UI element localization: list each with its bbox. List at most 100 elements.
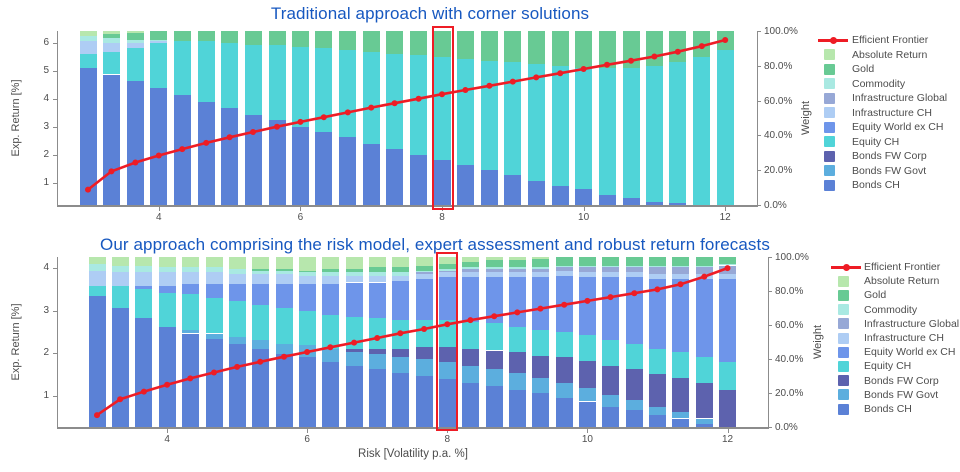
bar-segment-infrastructure_ch (695, 274, 713, 280)
bar-segment-commodity (150, 39, 168, 42)
weight-tick-mark (757, 135, 761, 137)
bar-segment-infrastructure_ch (111, 272, 129, 286)
bar-segment-gold (315, 31, 333, 49)
bar-segment-infrastructure_ch (228, 274, 246, 285)
bar-segment-bonds_ch (645, 201, 663, 205)
bar-segment-equity_world_ex_ch (625, 277, 643, 344)
y-tick-label: 4 (43, 92, 49, 104)
weight-tick-mark (768, 393, 772, 394)
bar-segment-equity_ch (602, 340, 619, 366)
bar-segment-commodity (321, 272, 339, 276)
bar-segment-bonds_ch (275, 353, 293, 427)
x-tick-mark (727, 429, 729, 433)
bar-segment-equity_ch (719, 362, 736, 390)
bar-segment-equity_ch (315, 48, 333, 132)
bar-segment-gold (197, 31, 215, 42)
bar-segment-bonds_ch (531, 393, 549, 427)
bar-segment-gold (456, 31, 474, 59)
weight-tick-mark (757, 100, 761, 102)
bar-segment-bonds_fw_govt (415, 359, 433, 376)
bar-segment-equity_ch (625, 343, 643, 370)
legend-label-absolute_return: Absolute Return (852, 48, 928, 61)
bar-segment-gold (438, 263, 456, 269)
bar-segment-equity_world_ex_ch (205, 284, 223, 298)
bar-segment-equity_ch (669, 62, 687, 204)
bar-segment-equity_ch (88, 285, 106, 297)
bar-segment-bonds_fw_corp (672, 377, 689, 412)
legend-label-bonds_fw_govt: Bonds FW Govt (852, 164, 927, 177)
bar-segment-bonds_fw_govt (205, 333, 223, 339)
bar-segment-equity_ch (321, 314, 339, 349)
bar-segment-gold (221, 31, 239, 44)
bar-segment-gold (173, 31, 191, 42)
bar-segment-equity_ch (551, 65, 569, 186)
bar-segment-gold (415, 265, 433, 271)
bar-segment-equity_world_ex_ch (695, 279, 713, 358)
bar-segment-absolute_return (88, 257, 106, 264)
bar-segment-commodity (251, 270, 269, 274)
weight-tick-label: 60.0% (764, 95, 793, 107)
bar-segment-gold (504, 31, 522, 63)
bar-segment-gold (531, 258, 549, 268)
bar-segment-bonds_ch (315, 131, 333, 205)
bar-segment-equity_ch (291, 46, 309, 127)
bar-segment-commodity (461, 267, 479, 269)
bar-segment-equity_ch (575, 67, 593, 190)
bar-segment-infrastructure_global (648, 267, 666, 274)
weight-tick-label: 40.0% (775, 354, 804, 365)
bar-segment-infrastructure_ch (205, 272, 223, 285)
bar-segment-infrastructure_ch (150, 41, 168, 44)
bar-segment-bonds_ch (268, 119, 286, 205)
legend-label-bonds_ch: Bonds CH (852, 179, 900, 191)
bar-segment-commodity (672, 265, 689, 268)
bar-segment-absolute_return (438, 257, 456, 264)
bar-segment-equity_ch (693, 57, 711, 205)
legend-label-bonds_fw_corp: Bonds FW Corp (864, 374, 939, 387)
bar-segment-equity_world_ex_ch (485, 277, 503, 324)
x-axis-line (57, 427, 769, 429)
legend-swatch-absolute_return (824, 49, 835, 60)
bar-segment-equity_ch (368, 318, 386, 349)
legend-swatch-equity_ch (838, 360, 849, 372)
bar-segment-gold (386, 31, 404, 54)
bar-segment-bonds_fw_corp (648, 374, 666, 407)
bar-segment-equity_ch (339, 50, 357, 138)
bar-segment-bonds_fw_govt (345, 352, 363, 366)
y-tick-mark (53, 353, 57, 355)
weight-axis-line (757, 31, 758, 205)
highlight-rect (436, 252, 458, 431)
bar-segment-infrastructure_ch (368, 275, 386, 283)
bar-segment-equity_ch (79, 53, 97, 68)
bar-segment-equity_world_ex_ch (345, 282, 363, 317)
bar-segment-bonds_ch (415, 376, 433, 427)
x-tick-label: 4 (164, 434, 170, 445)
legend-label-infrastructure_ch: Infrastructure CH (852, 106, 932, 119)
bar-segment-infrastructure_global (602, 267, 619, 273)
bar-segment-bonds_fw_corp (485, 350, 503, 370)
bar-segment-infrastructure_ch (602, 272, 619, 278)
x-tick-mark (300, 207, 302, 211)
bar-segment-infrastructure_ch (625, 272, 643, 278)
bar-segment-gold (251, 268, 269, 271)
bar-segment-absolute_return (415, 257, 433, 266)
bar-segment-gold (508, 260, 526, 268)
legend-label-equity_ch: Equity CH (864, 360, 912, 373)
bar-segment-equity_ch (504, 62, 522, 176)
bar-segment-gold (298, 270, 316, 273)
bar-segment-gold (244, 31, 262, 45)
x-tick-mark (583, 207, 585, 211)
y-tick-mark (53, 154, 57, 156)
bar-segment-gold (625, 257, 643, 266)
bar-segment-gold (339, 31, 357, 51)
x-tick-mark (167, 429, 169, 433)
bar-segment-bonds_fw_govt (461, 365, 479, 383)
bar-segment-absolute_return (251, 257, 269, 269)
bar-segment-infrastructure_ch (251, 274, 269, 285)
y-tick-label: 1 (43, 389, 49, 401)
bar-segment-commodity (275, 270, 293, 274)
bar-segment-bonds_ch (228, 343, 246, 427)
bar-segment-commodity (415, 270, 433, 273)
bar-segment-infrastructure_ch (275, 274, 293, 285)
x-tick-label: 12 (719, 212, 731, 223)
bar-segment-bonds_ch (79, 67, 97, 205)
